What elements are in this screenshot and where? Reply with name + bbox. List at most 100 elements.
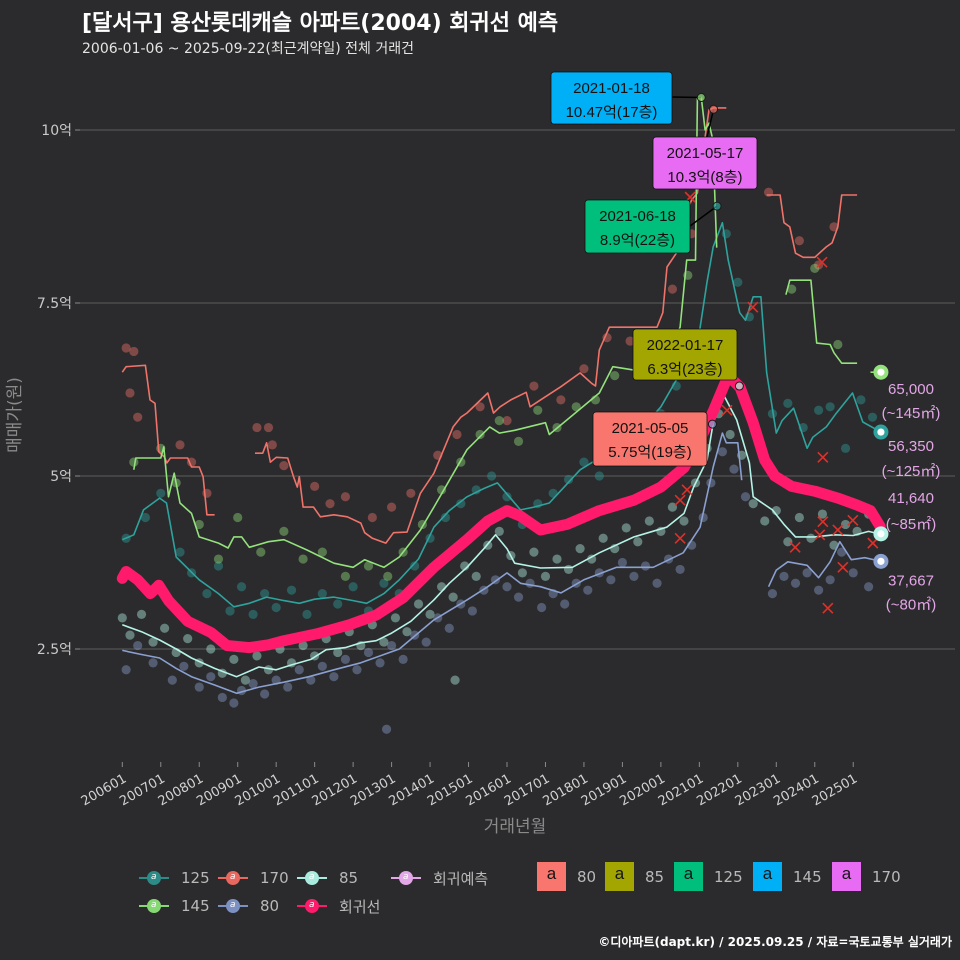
trade-point-125 [814, 405, 824, 415]
trade-point-145 [787, 284, 797, 294]
label-date: 2021-06-18 [599, 208, 676, 225]
trade-point-125 [271, 602, 281, 613]
trade-point-145 [340, 571, 351, 581]
trade-point-80 [525, 578, 535, 588]
trade-point-80 [352, 665, 362, 675]
legend-point-line-icon [297, 868, 327, 888]
max-point [712, 201, 722, 211]
label-price: 10.3억(8층) [667, 169, 742, 186]
cancelled-trade-x-icon [832, 524, 844, 536]
label-price: 10.47억(17층) [566, 104, 658, 121]
trade-point-125 [867, 412, 878, 422]
trade-point-80 [790, 578, 801, 588]
grid-layer [80, 129, 955, 650]
legend-item-regression: 회귀선 [297, 896, 380, 916]
x-stroke [832, 524, 844, 536]
prediction-point-center [877, 530, 885, 538]
trade-point-80 [767, 589, 778, 599]
prediction-125: 56,350 (~125㎡) [873, 424, 940, 480]
trade-point-125 [140, 512, 150, 523]
trade-point-80 [837, 547, 847, 557]
trade-point-125 [487, 471, 497, 481]
max-label-145: 2021-01-18 10.47억(17층) [550, 71, 706, 125]
trade-point-170 [279, 461, 289, 471]
trade-point-85 [183, 634, 193, 644]
trade-point-125 [502, 492, 512, 502]
label-swatch-icon [537, 862, 566, 891]
x-stroke [847, 514, 859, 526]
legend-point-line-icon [139, 896, 169, 916]
trade-point-145 [475, 429, 485, 440]
trade-point-80 [848, 568, 858, 578]
trade-point-80 [675, 564, 685, 575]
trade-point-80 [283, 682, 293, 692]
trade-point-80 [825, 575, 835, 585]
trade-point-170 [556, 395, 566, 405]
legend-point-line-icon [218, 868, 248, 888]
trade-point-85 [148, 637, 158, 647]
regression-layer [116, 370, 886, 654]
label-legend-text: 85 [645, 867, 665, 886]
trade-point-125 [248, 609, 258, 620]
trade-point-125 [202, 589, 212, 599]
trade-point-145 [571, 402, 581, 412]
legend-label: 170 [260, 869, 289, 887]
label-date: 2022-01-17 [647, 337, 724, 354]
trade-point-145 [279, 526, 289, 536]
trade-point-145 [383, 571, 393, 581]
x-stroke [817, 516, 829, 528]
series-line-80 [122, 432, 743, 695]
trade-point-125 [302, 609, 312, 620]
trade-point-80 [502, 582, 512, 592]
trade-point-85 [298, 640, 308, 651]
trade-point-80 [121, 665, 131, 675]
trade-point-85 [252, 651, 262, 661]
label-legend-text: 125 [714, 867, 743, 886]
trade-point-80 [317, 661, 327, 671]
trade-point-145 [494, 416, 504, 426]
trade-point-125 [175, 547, 185, 557]
y-axis-title: 매매가(원) [5, 377, 25, 453]
trade-point-85 [760, 516, 770, 526]
legend-label: 85 [339, 869, 359, 887]
trade-point-125 [348, 582, 358, 592]
trade-point-80 [740, 492, 751, 502]
trade-point-170 [406, 488, 416, 498]
chart-subtitle: 2006-01-06 ~ 2025-09-22(최근계약일) 전체 거래건 [82, 41, 414, 57]
trade-point-85 [206, 644, 216, 654]
trade-point-80 [260, 689, 270, 699]
legend-point-line-icon [391, 868, 421, 888]
legend-label: 125 [181, 869, 210, 887]
legend-point-line-icon [218, 896, 248, 916]
trade-point-125 [456, 499, 466, 509]
max-label-170: 2021-05-17 10.3억(8층) [652, 104, 758, 190]
series-line-170 [255, 107, 727, 544]
legend-item-85: 85 [297, 868, 358, 888]
trade-point-85 [783, 537, 793, 547]
trade-point-125 [579, 457, 589, 467]
trade-point-85 [575, 544, 585, 554]
chart-title: [달서구] 용산롯데캐슬 아파트(2004) 회귀선 예측 [82, 11, 559, 36]
label-legend-item-125: 125 [674, 862, 743, 891]
trade-point-125 [856, 395, 866, 405]
trade-point-125 [825, 402, 835, 412]
trade-point-80 [537, 602, 547, 613]
prediction-value: 56,350 [888, 438, 934, 455]
x-stroke [817, 451, 829, 463]
trade-point-85 [471, 571, 481, 581]
trade-point-85 [840, 519, 851, 530]
trade-point-145 [317, 547, 327, 557]
prediction-point-center [877, 557, 885, 565]
trade-point-125 [840, 443, 851, 453]
trade-point-85 [390, 613, 401, 623]
trade-point-170 [794, 236, 804, 246]
trade-point-85 [725, 429, 735, 440]
trade-point-80 [329, 672, 339, 682]
max-point [709, 104, 719, 114]
trade-point-125 [333, 599, 343, 609]
trade-point-125 [733, 277, 743, 287]
trade-point-80 [217, 692, 227, 703]
trade-point-80 [814, 585, 824, 595]
x-stroke [674, 532, 686, 544]
trade-point-80 [864, 582, 874, 592]
